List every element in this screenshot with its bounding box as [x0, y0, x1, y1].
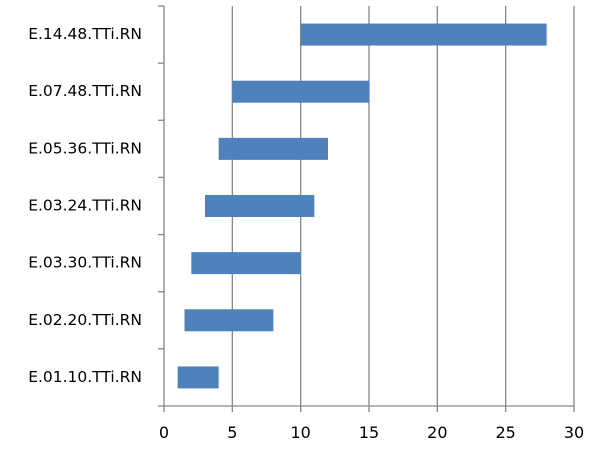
category-label: E.02.20.TTi.RN	[28, 311, 142, 329]
bar-E.03.30.TTi.RN	[191, 252, 301, 275]
x-tick-label: 10	[290, 423, 310, 442]
axes	[158, 5, 575, 412]
category-labels: E.14.48.TTi.RN E.07.48.TTi.RN E.05.36.TTi.…	[28, 25, 142, 386]
x-tick-label: 15	[359, 423, 379, 442]
category-label: E.03.30.TTi.RN	[28, 254, 142, 272]
x-tick-label: 25	[495, 423, 515, 442]
category-label: E.14.48.TTi.RN	[28, 25, 142, 43]
category-label: E.01.10.TTi.RN	[28, 368, 142, 386]
gridlines	[231, 6, 575, 406]
bar-E.05.36.TTi.RN	[218, 137, 328, 160]
x-tick-label: 0	[159, 423, 169, 442]
bar-E.01.10.TTi.RN	[177, 366, 219, 389]
x-tick-label: 30	[564, 423, 584, 442]
x-tick-label: 20	[427, 423, 447, 442]
bar-E.14.48.TTi.RN	[300, 23, 547, 46]
x-tick-labels: 0 5 10 15 20 25 30	[159, 423, 584, 442]
x-tick-label: 5	[227, 423, 237, 442]
category-label: E.05.36.TTi.RN	[28, 139, 142, 157]
bar-E.03.24.TTi.RN	[205, 195, 315, 217]
bar-E.07.48.TTi.RN	[232, 80, 369, 103]
category-label: E.07.48.TTi.RN	[28, 82, 142, 100]
category-label: E.03.24.TTi.RN	[28, 197, 142, 215]
bars	[177, 23, 547, 389]
bar-E.02.20.TTi.RN	[184, 309, 274, 332]
